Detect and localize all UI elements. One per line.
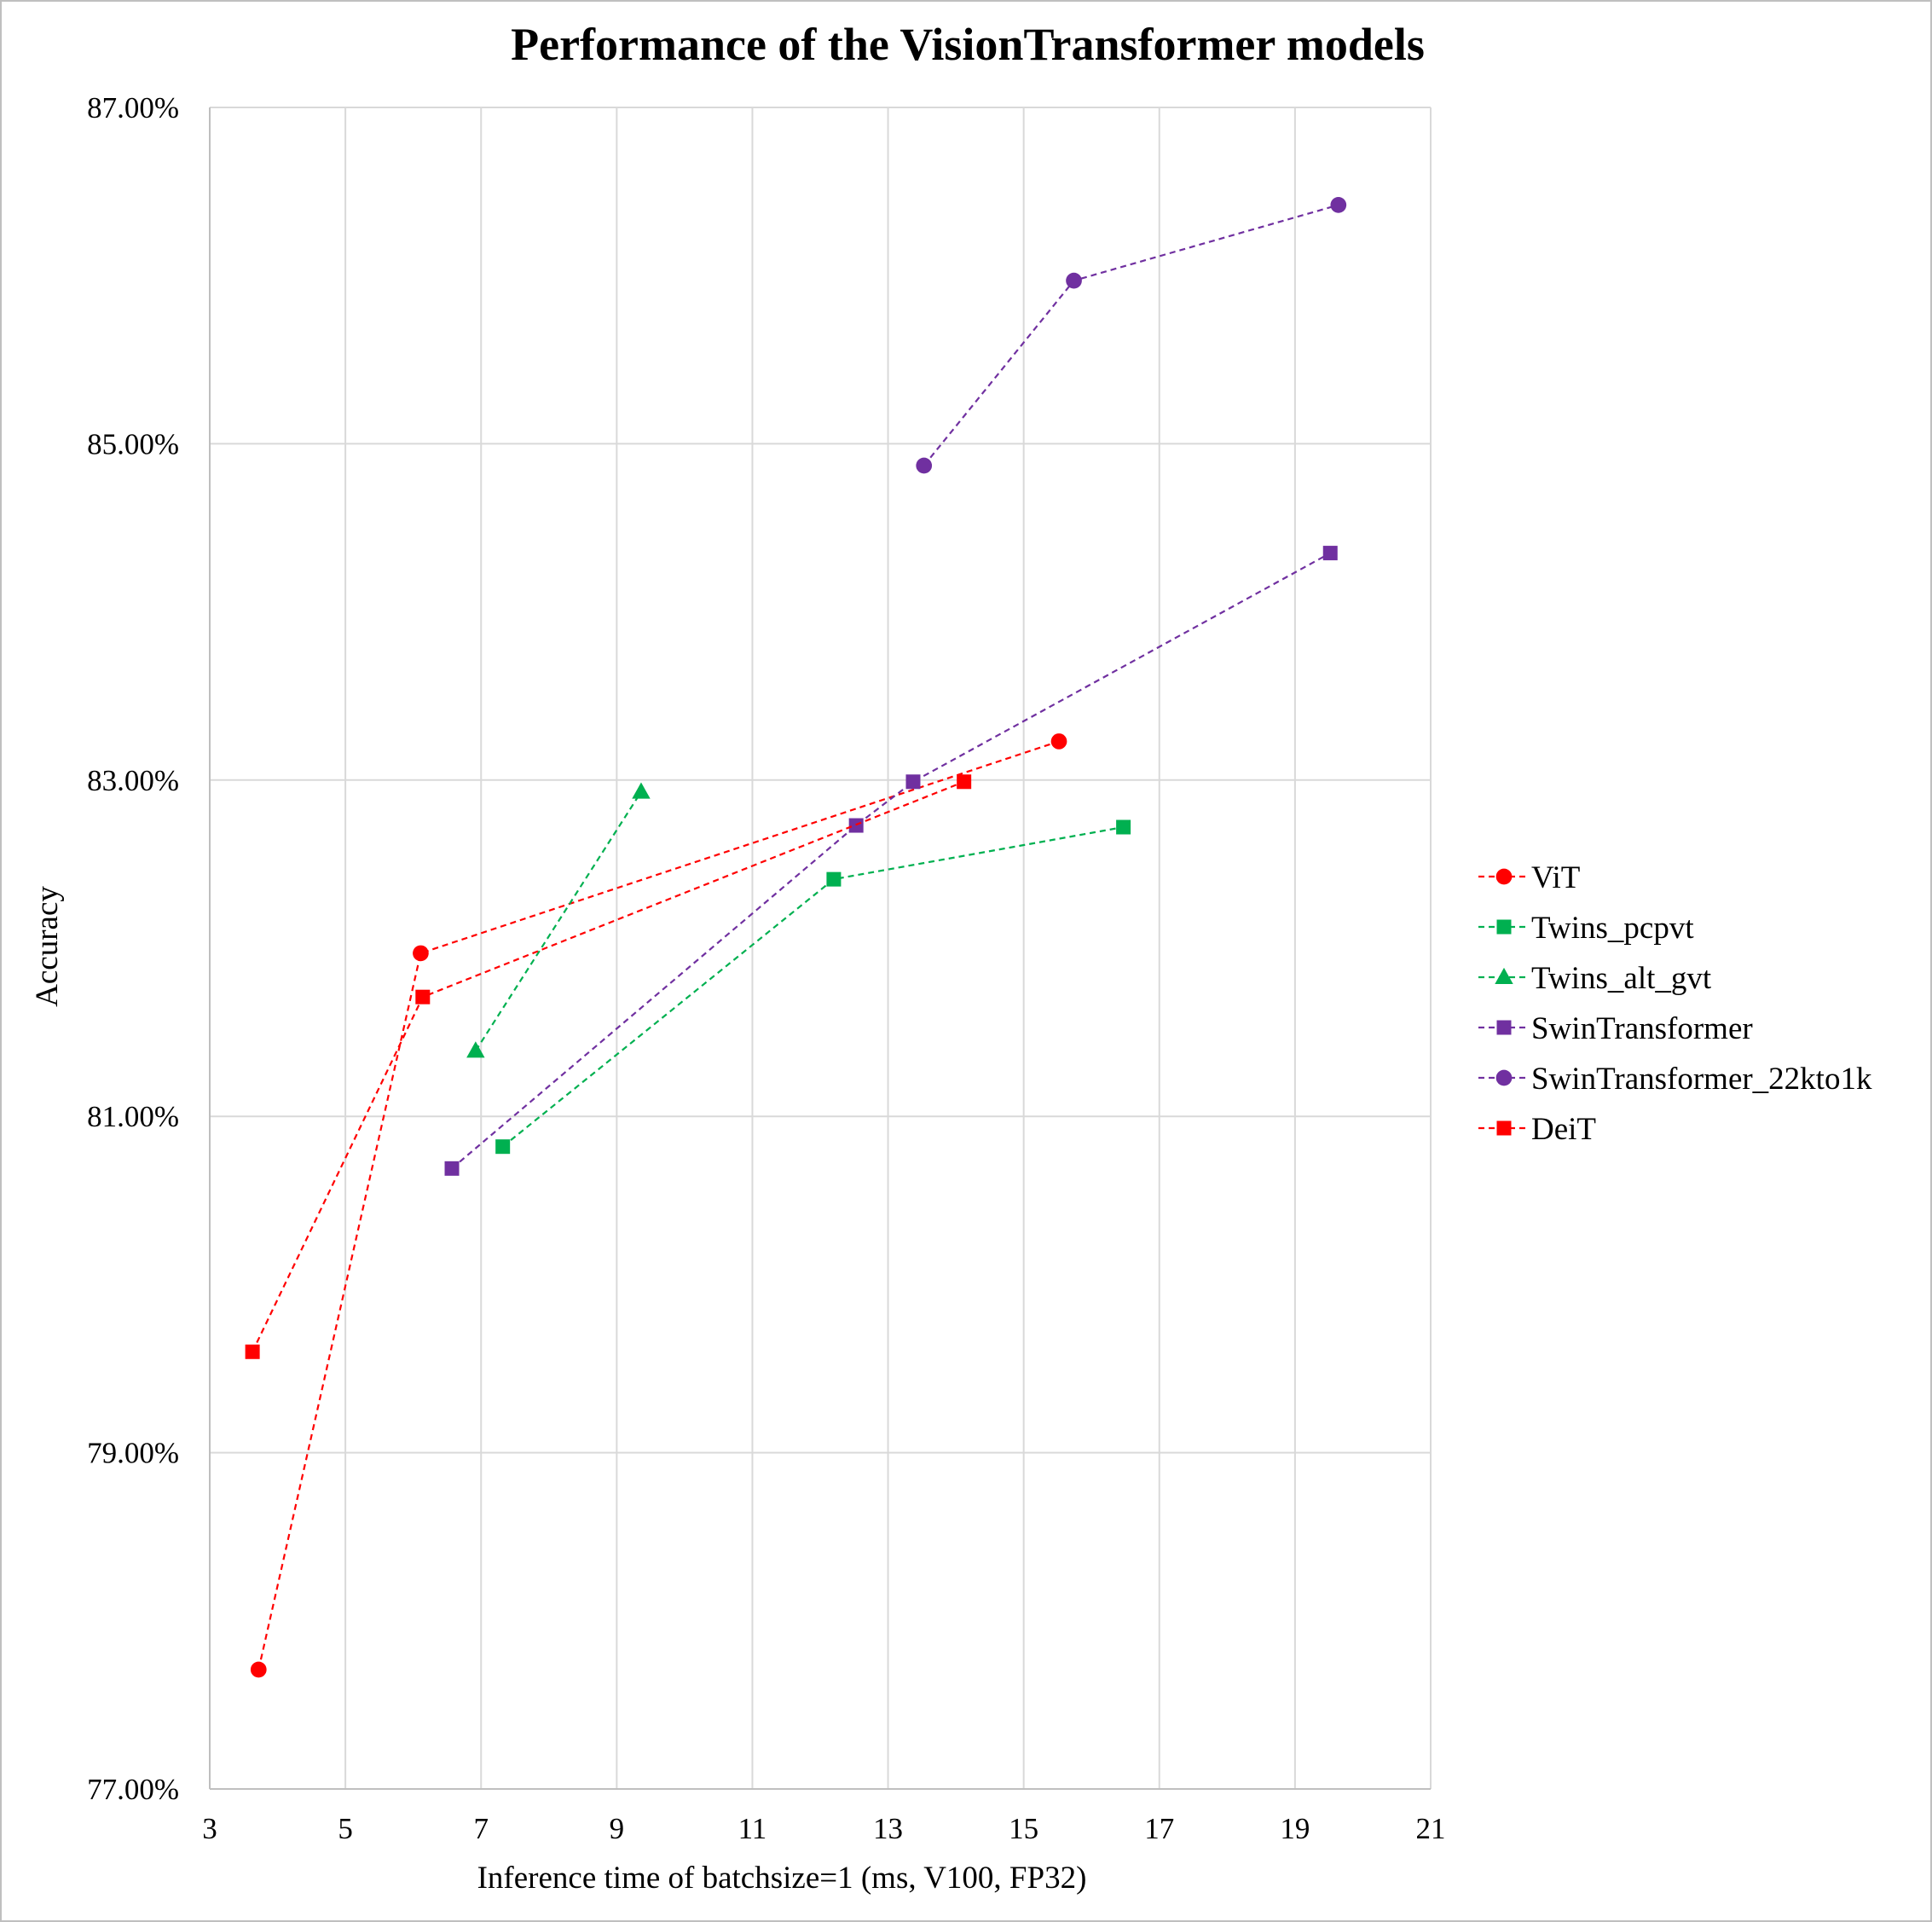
x-tick-label: 17 — [1144, 1812, 1174, 1845]
legend-label-twins-pcpvt: Twins_pcpvt — [1531, 911, 1694, 946]
x-tick-label: 3 — [202, 1812, 217, 1845]
legend-item-swintransformer: SwinTransformer — [1478, 1011, 1753, 1046]
legend-marker-vit — [1495, 868, 1513, 885]
y-tick-label: 83.00% — [87, 764, 179, 797]
legend: ViT Twins_pcpvt Twins_alt_gvt SwinTransform… — [1478, 860, 1872, 1147]
data-point-swintransformer — [905, 774, 921, 790]
x-tick-label: 11 — [738, 1812, 767, 1845]
data-point-vit — [1050, 733, 1067, 750]
series-line-twins-pcpvt — [502, 825, 1124, 1148]
legend-item-swintransformer-22kto1k: SwinTransformer_22kto1k — [1478, 1062, 1872, 1097]
y-tick-label: 87.00% — [87, 91, 179, 124]
series-line-swintransformer-22kto1k — [923, 204, 1339, 466]
y-tick-label: 79.00% — [87, 1437, 179, 1470]
plot-area — [245, 197, 1347, 1678]
legend-item-twins-alt-gvt: Twins_alt_gvt — [1478, 961, 1712, 996]
legend-marker-swintransformer-22kto1k — [1495, 1069, 1513, 1086]
data-point-deit — [957, 774, 972, 790]
x-tick-label: 13 — [873, 1812, 903, 1845]
legend-marker-twins-alt-gvt — [1495, 967, 1513, 985]
data-point-swintransformer — [444, 1161, 460, 1176]
legend-label-swintransformer: SwinTransformer — [1531, 1011, 1753, 1046]
data-point-swintransformer — [1322, 546, 1338, 561]
legend-item-twins-pcpvt: Twins_pcpvt — [1478, 911, 1694, 946]
y-tick-label: 85.00% — [87, 427, 179, 460]
data-point-twins-alt-gvt — [466, 1041, 485, 1058]
legend-label-deit: DeiT — [1531, 1112, 1596, 1147]
y-axis-label: Accuracy — [30, 886, 65, 1007]
series-line-vit — [257, 740, 1060, 1670]
legend-item-deit: DeiT — [1478, 1112, 1596, 1147]
chart-title: Performance of the VisionTransformer mod… — [511, 19, 1425, 70]
series-swintransformer — [444, 546, 1338, 1176]
x-tick-label: 15 — [1009, 1812, 1038, 1845]
legend-marker-swintransformer — [1496, 1020, 1512, 1035]
data-point-vit — [413, 945, 429, 962]
x-tick-label: 9 — [610, 1812, 625, 1845]
series-twins-alt-gvt — [466, 782, 651, 1058]
data-point-twins-pcpvt — [1116, 819, 1131, 835]
y-tick-label: 77.00% — [87, 1773, 179, 1806]
x-tick-label: 19 — [1280, 1812, 1310, 1845]
legend-marker-deit — [1496, 1120, 1512, 1136]
series-line-twins-alt-gvt — [474, 791, 642, 1051]
y-tick-label: 81.00% — [87, 1100, 179, 1133]
series-twins-pcpvt — [495, 819, 1131, 1155]
axes: 3 5 7 9 11 13 15 17 19 21 77.00% 79.00% 81.00% 83.00%… — [87, 91, 1445, 1845]
legend-item-vit: ViT — [1478, 860, 1580, 895]
series-line-deit — [252, 780, 965, 1352]
grid — [210, 107, 1432, 1789]
data-point-twins-alt-gvt — [632, 782, 651, 799]
legend-label-vit: ViT — [1531, 860, 1580, 895]
legend-label-swintransformer-22kto1k: SwinTransformer_22kto1k — [1531, 1062, 1872, 1097]
data-point-swintransformer-22kto1k — [1066, 272, 1082, 289]
data-point-deit — [245, 1344, 260, 1359]
data-point-twins-pcpvt — [495, 1139, 511, 1155]
data-point-twins-pcpvt — [826, 871, 842, 887]
legend-marker-twins-pcpvt — [1496, 919, 1512, 935]
series-swintransformer-22kto1k — [916, 197, 1347, 474]
x-tick-label: 21 — [1416, 1812, 1446, 1845]
x-axis-label: Inference time of batchsize=1 (ms, V100,… — [477, 1861, 1087, 1896]
series-line-swintransformer — [451, 552, 1331, 1170]
legend-label-twins-alt-gvt: Twins_alt_gvt — [1531, 961, 1712, 996]
x-tick-label: 7 — [473, 1812, 489, 1845]
x-tick-label: 5 — [338, 1812, 353, 1845]
data-point-swintransformer-22kto1k — [916, 457, 933, 474]
data-point-vit — [250, 1661, 267, 1678]
data-point-swintransformer-22kto1k — [1330, 197, 1347, 213]
data-point-deit — [415, 989, 431, 1004]
series-vit — [250, 733, 1067, 1678]
series-deit — [245, 774, 972, 1359]
